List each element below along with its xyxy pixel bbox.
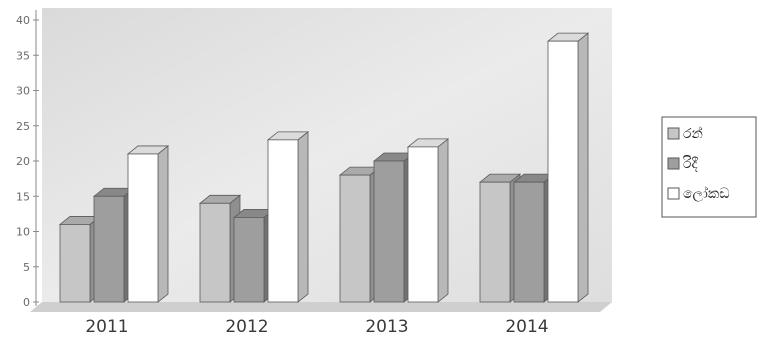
bar: [512, 173, 556, 303]
legend-entry-label: ලෝකඩ: [683, 186, 730, 202]
legend-swatch: [667, 187, 680, 200]
plot-floor: [30, 302, 612, 312]
y-tick-label: 5: [23, 261, 30, 274]
bar: [232, 208, 276, 303]
y-tick-label: 40: [16, 14, 30, 27]
legend-entry-label: රන්: [683, 126, 703, 142]
bar: [92, 187, 136, 303]
bar: [126, 145, 170, 303]
x-category-label: 2014: [505, 317, 548, 337]
y-tick-label: 15: [16, 190, 30, 203]
bar: [266, 131, 310, 303]
y-tick-label: 10: [16, 226, 30, 239]
legend-swatch: [667, 157, 680, 170]
y-tick-label: 25: [16, 120, 30, 133]
y-tick-label: 30: [16, 85, 30, 98]
legend-entry-label: රිදී: [682, 156, 698, 172]
x-category-label: 2013: [365, 317, 408, 337]
x-category-label: 2012: [225, 317, 268, 337]
bar: [546, 32, 590, 303]
bar: [406, 138, 450, 303]
legend-swatch: [667, 127, 680, 140]
y-tick-label: 35: [16, 49, 30, 62]
y-tick-label: 20: [16, 155, 30, 168]
x-category-label: 2011: [85, 317, 128, 337]
y-tick-label: 0: [23, 296, 30, 309]
